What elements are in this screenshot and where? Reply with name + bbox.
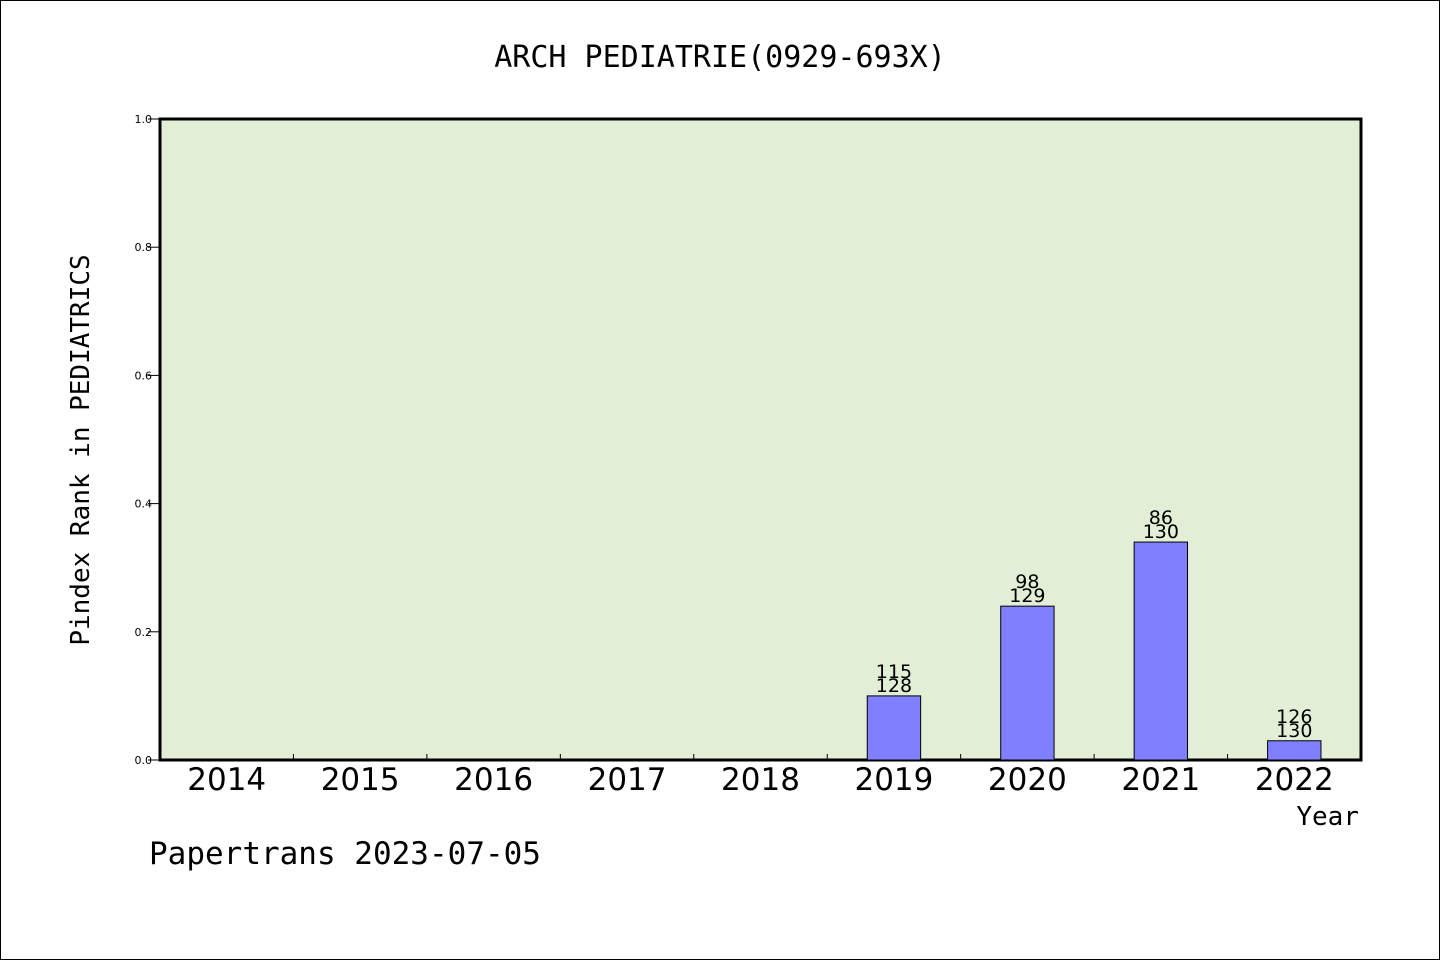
y-tick-label: 0.6 bbox=[135, 369, 153, 382]
x-tick-label: 2016 bbox=[454, 762, 533, 798]
x-tick-label: 2015 bbox=[321, 762, 400, 798]
data-label-bottom: 129 bbox=[1009, 585, 1045, 607]
x-tick-label: 2021 bbox=[1121, 762, 1200, 798]
x-tick-label: 2017 bbox=[588, 762, 667, 798]
data-label-bottom: 128 bbox=[876, 675, 912, 697]
data-label-top: 86 bbox=[1149, 507, 1173, 529]
footer-text: Papertrans 2023-07-05 bbox=[149, 836, 541, 872]
y-axis-ticks: 0.0 0.2 0.4 0.6 0.8 1.0 bbox=[135, 113, 160, 767]
chart-title: ARCH PEDIATRIE(0929-693X) bbox=[494, 40, 946, 75]
bar bbox=[1267, 740, 1322, 761]
x-tick-label: 2020 bbox=[988, 762, 1067, 798]
x-axis-label: Year bbox=[1296, 802, 1359, 832]
x-tick-label: 2018 bbox=[721, 762, 800, 798]
bar bbox=[866, 695, 922, 761]
bar bbox=[1000, 605, 1055, 761]
y-tick-label: 0.2 bbox=[135, 626, 153, 639]
y-tick-label: 1.0 bbox=[135, 113, 153, 126]
x-tick-label: 2014 bbox=[187, 762, 266, 798]
x-tick-label: 2019 bbox=[854, 762, 933, 798]
data-label-top: 126 bbox=[1276, 706, 1312, 728]
data-label-bottom: 130 bbox=[1276, 720, 1312, 742]
y-tick-label: 0.8 bbox=[135, 241, 153, 254]
bar bbox=[1133, 541, 1189, 761]
data-label-bottom: 130 bbox=[1143, 521, 1179, 543]
y-tick-label: 0.4 bbox=[135, 498, 153, 511]
y-axis-label: Pindex Rank in PEDIATRICS bbox=[66, 254, 96, 645]
x-axis-ticks: 2014 2015 2016 2017 2018 2019 2020 2021 2022 bbox=[187, 754, 1334, 798]
data-label-top: 115 bbox=[876, 661, 912, 683]
data-label-top: 98 bbox=[1015, 571, 1039, 593]
y-tick-label: 0.0 bbox=[135, 754, 153, 767]
bars bbox=[866, 541, 1322, 761]
x-tick-label: 2022 bbox=[1255, 762, 1334, 798]
